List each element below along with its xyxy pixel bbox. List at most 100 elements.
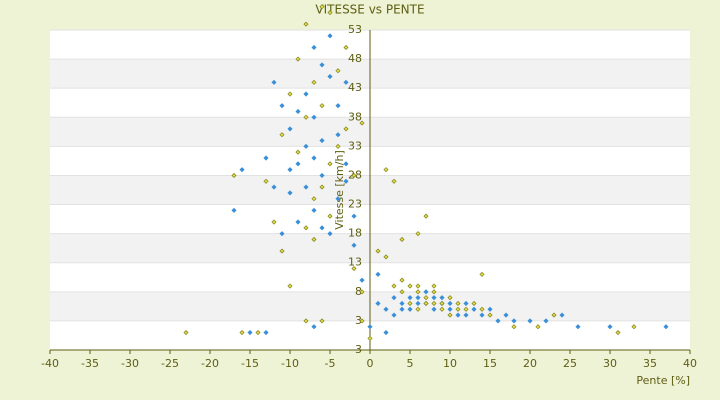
- scatter-point: [511, 324, 517, 330]
- scatter-point: [231, 207, 237, 213]
- x-tick-label: -5: [325, 357, 336, 370]
- scatter-point: [359, 318, 365, 324]
- scatter-point: [535, 324, 541, 330]
- scatter-point: [495, 318, 501, 324]
- scatter-point: [319, 4, 325, 10]
- scatter-point: [367, 335, 373, 341]
- x-tick-label: 10: [443, 357, 457, 370]
- scatter-point: [431, 295, 437, 301]
- scatter-point: [439, 306, 445, 312]
- scatter-point: [399, 306, 405, 312]
- scatter-point: [375, 271, 381, 277]
- scatter-point: [279, 231, 285, 237]
- scatter-point: [615, 329, 621, 336]
- y-tick-label: 18: [348, 227, 362, 240]
- scatter-point: [359, 120, 365, 126]
- scatter-point: [335, 132, 341, 138]
- scatter-point: [319, 225, 325, 231]
- scatter-point: [359, 289, 365, 295]
- scatter-point: [255, 329, 261, 336]
- y-axis-title: Vitesse [km/h]: [333, 150, 346, 230]
- scatter-point: [447, 300, 453, 307]
- y-tick-label: 8: [355, 285, 362, 298]
- scatter-point: [311, 114, 317, 120]
- scatter-point: [343, 126, 349, 132]
- scatter-point: [279, 248, 285, 254]
- x-tick-label: 20: [523, 357, 537, 370]
- scatter-point: [383, 306, 389, 312]
- scatter-point: [575, 324, 581, 330]
- scatter-point: [559, 312, 565, 318]
- scatter-point: [471, 306, 477, 312]
- x-tick-label: -30: [121, 357, 139, 370]
- scatter-point: [343, 161, 349, 167]
- scatter-point: [487, 306, 493, 312]
- scatter-point: [463, 312, 469, 318]
- x-tick-label: 25: [563, 357, 577, 370]
- y-tick-label: 43: [348, 81, 362, 94]
- scatter-point: [399, 236, 405, 243]
- scatter-point: [295, 219, 301, 225]
- scatter-point: [183, 329, 189, 336]
- scatter-point: [327, 231, 333, 237]
- scatter-point: [279, 132, 285, 138]
- x-tick-label: -25: [161, 357, 179, 370]
- scatter-point: [287, 190, 293, 196]
- x-tick-label: 35: [643, 357, 657, 370]
- scatter-point: [311, 155, 317, 161]
- scatter-point: [463, 300, 469, 307]
- scatter-point: [239, 167, 245, 173]
- scatter-point: [295, 56, 301, 62]
- scatter-point: [431, 306, 437, 312]
- scatter-point: [447, 312, 453, 318]
- y-tick-label: 38: [348, 110, 362, 123]
- scatter-point: [479, 312, 485, 318]
- x-tick-label: -40: [41, 357, 59, 370]
- scatter-point: [447, 295, 453, 301]
- scatter-point: [415, 300, 421, 307]
- scatter-point: [303, 21, 309, 27]
- scatter-point: [423, 295, 429, 301]
- scatter-point: [287, 167, 293, 173]
- scatter-point: [271, 79, 277, 85]
- scatter-point: [431, 289, 437, 295]
- scatter-point: [479, 271, 485, 277]
- scatter-point: [359, 277, 365, 283]
- scatter-point: [479, 306, 485, 312]
- scatter-point: [375, 248, 381, 254]
- scatter-point: [311, 79, 317, 85]
- scatter-point: [303, 318, 309, 324]
- scatter-point: [271, 219, 277, 225]
- scatter-point: [351, 213, 357, 219]
- scatter-point: [383, 254, 389, 260]
- scatter-point: [351, 242, 357, 248]
- scatter-point: [503, 312, 509, 318]
- scatter-point: [327, 9, 333, 16]
- scatter-point: [311, 324, 317, 330]
- scatter-point: [551, 312, 557, 318]
- scatter-point: [287, 283, 293, 289]
- scatter-point: [303, 143, 309, 149]
- scatter-point: [455, 306, 461, 312]
- scatter-point: [343, 178, 349, 184]
- scatter-point: [343, 79, 349, 85]
- scatter-point: [287, 126, 293, 132]
- scatter-point: [487, 312, 493, 318]
- scatter-point: [431, 300, 437, 307]
- scatter-point: [631, 324, 637, 330]
- scatter-point: [415, 306, 421, 312]
- x-axis-title: Pente [%]: [636, 374, 690, 387]
- scatter-point: [391, 178, 397, 184]
- scatter-point: [391, 295, 397, 301]
- scatter-point: [335, 68, 341, 74]
- scatter-point: [231, 172, 237, 179]
- scatter-point: [447, 306, 453, 312]
- scatter-point: [391, 312, 397, 318]
- scatter-point: [511, 318, 517, 324]
- y-tick-label: 13: [348, 256, 362, 269]
- scatter-point: [343, 44, 349, 51]
- scatter-point: [295, 108, 301, 115]
- scatter-point: [439, 300, 445, 307]
- scatter-point: [327, 33, 333, 39]
